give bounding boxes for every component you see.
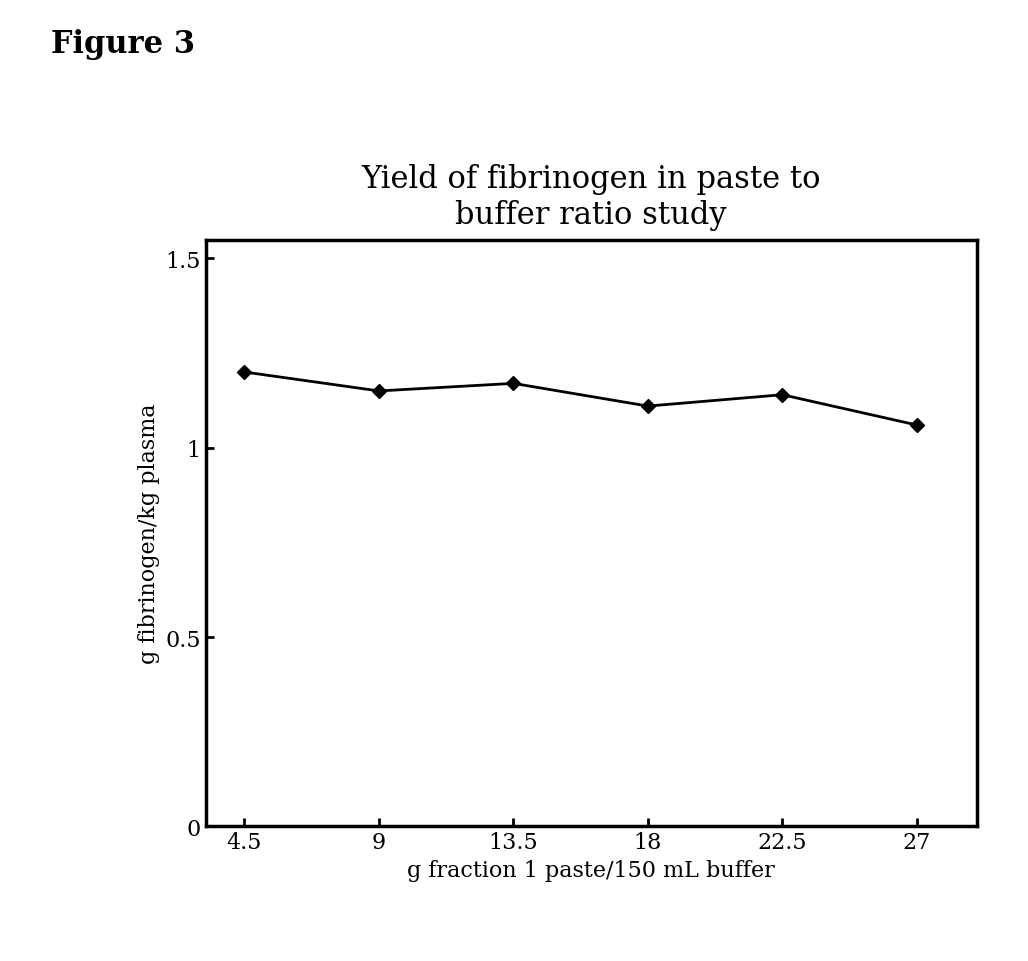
X-axis label: g fraction 1 paste/150 mL buffer: g fraction 1 paste/150 mL buffer <box>407 859 775 881</box>
Y-axis label: g fibrinogen/kg plasma: g fibrinogen/kg plasma <box>138 404 159 663</box>
Text: Figure 3: Figure 3 <box>51 29 195 60</box>
Title: Yield of fibrinogen in paste to
buffer ratio study: Yield of fibrinogen in paste to buffer r… <box>362 164 820 231</box>
